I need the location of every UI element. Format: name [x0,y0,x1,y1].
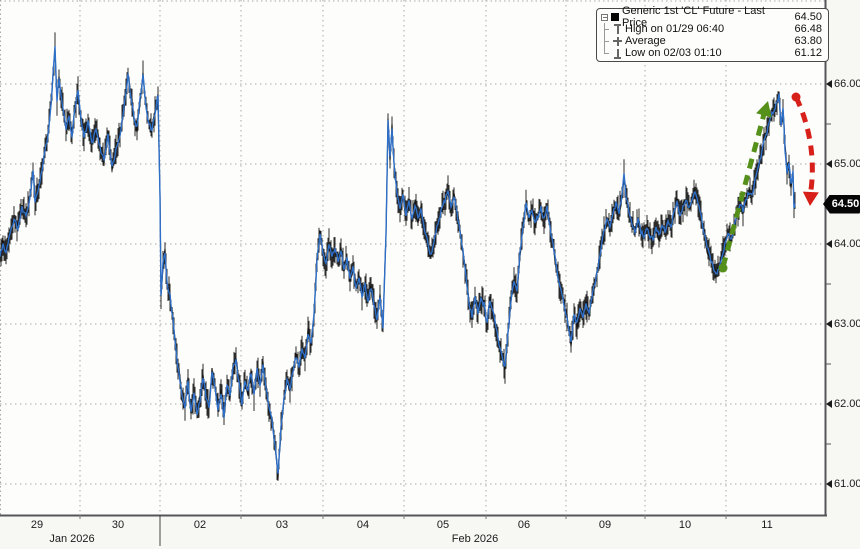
legend-row-average[interactable]: Average 63.80 [601,35,822,47]
high-marker-icon [613,23,622,35]
y-axis-label-text: 66.00 [834,78,860,90]
x-axis-day-label: 03 [275,519,289,531]
y-tick-arrow-icon [826,480,832,488]
x-axis-day-label: 10 [678,519,692,531]
x-axis-day-label: 09 [598,519,612,531]
y-axis-label: 63.00 [826,317,860,331]
x-axis-day-label: 04 [356,519,370,531]
down-arrowhead-icon [802,191,819,206]
legend-series-label: Generic 1st 'CL' Future - Last Price [622,5,765,29]
last-price-value: 64.50 [831,198,860,210]
x-axis-month-label: Feb 2026 [451,533,499,545]
series-swatch-icon [611,13,619,21]
tree-branch-icon [601,35,610,47]
x-axis-month-label: Jan 2026 [49,533,95,545]
y-tick-arrow-icon [826,320,832,328]
x-axis-day-label: 05 [436,519,450,531]
last-price-line [0,46,796,474]
legend-row-high[interactable]: High on 01/29 06:40 66.48 [601,23,822,35]
y-axis-label-text: 64.00 [834,238,860,250]
legend-average-value: 63.80 [794,35,822,47]
y-axis-label-text: 65.00 [834,158,860,170]
tree-branch-icon [601,23,610,35]
last-price-badge: 64.50 [823,194,860,214]
average-marker-icon [613,35,622,47]
legend-high-label: High on 01/29 06:40 [625,23,725,35]
legend-high-value: 66.48 [794,23,822,35]
y-axis-label-text: 63.00 [834,318,860,330]
up-arrowhead-icon [756,101,772,118]
legend-series-value: 64.50 [794,11,822,23]
legend-low-value: 61.12 [794,47,822,59]
up-trend-arrow-annotation [720,113,767,268]
down-trend-arrow-annotation [793,95,815,191]
y-axis-label: 65.00 [826,157,860,171]
x-axis-day-label: 29 [30,519,44,531]
y-axis-label: 64.00 [826,237,860,251]
y-axis-label-text: 61.00 [834,478,860,490]
y-tick-arrow-icon [826,400,832,408]
x-axis-day-label: 11 [761,519,773,531]
plot-background [0,0,825,515]
legend-row-low[interactable]: Low on 02/03 01:10 61.12 [601,47,822,59]
y-axis-label-text: 62.00 [834,398,860,410]
chart-legend[interactable]: Generic 1st 'CL' Future - Last Price 64.… [596,5,829,62]
y-tick-arrow-icon [826,240,832,248]
x-axis-day-label: 06 [517,519,531,531]
y-axis-label: 61.00 [826,477,860,491]
legend-low-label: Low on 02/03 01:10 [625,47,722,59]
low-marker-icon [613,47,622,59]
y-tick-arrow-icon [826,160,832,168]
collapse-icon[interactable] [601,13,608,21]
y-tick-arrow-icon [826,80,832,88]
legend-average-label: Average [625,35,666,47]
tree-branch-end-icon [601,47,610,59]
x-axis-day-label: 30 [111,519,125,531]
y-axis-label: 66.00 [826,77,860,91]
x-axis-day-label: 02 [193,519,207,531]
y-axis-label: 62.00 [826,397,860,411]
legend-row-series[interactable]: Generic 1st 'CL' Future - Last Price 64.… [601,5,822,29]
